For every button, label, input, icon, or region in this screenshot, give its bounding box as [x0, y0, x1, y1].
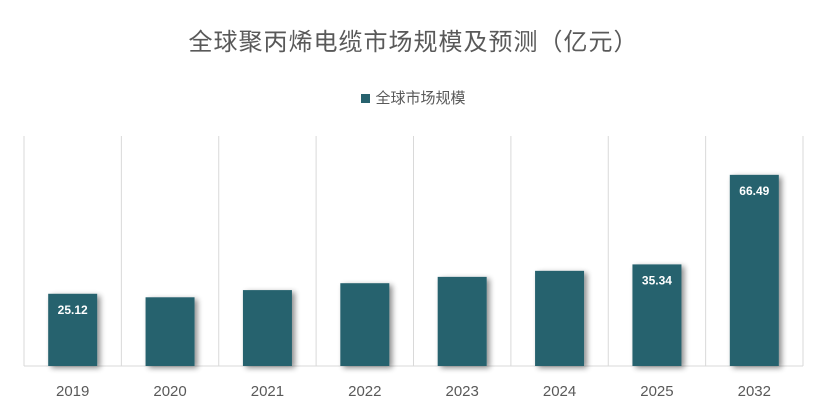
- x-tick-label-2020: 2020: [153, 383, 186, 400]
- legend-swatch: [361, 94, 371, 103]
- x-tick-label-2024: 2024: [543, 383, 576, 400]
- x-tick-label-2022: 2022: [348, 383, 381, 400]
- chart-title: 全球聚丙烯电缆市场规模及预测（亿元）: [188, 28, 639, 56]
- x-tick-label-2021: 2021: [251, 383, 284, 400]
- bar-2019: [48, 293, 98, 366]
- bar-2020: [145, 297, 195, 366]
- data-label-2025: 35.34: [642, 273, 672, 287]
- legend: 全球市场规模: [0, 87, 827, 108]
- x-tick-label-2025: 2025: [640, 383, 673, 400]
- legend-label: 全球市场规模: [375, 89, 466, 107]
- bar-2025: [632, 264, 682, 366]
- bar-2024: [535, 270, 585, 366]
- data-label-2019: 25.12: [58, 303, 88, 317]
- x-tick-label-2019: 2019: [56, 383, 89, 400]
- bar-2023: [437, 276, 487, 366]
- bar-2032: [729, 174, 779, 366]
- x-tick-label-2023: 2023: [446, 383, 479, 400]
- x-tick-label-2032: 2032: [738, 383, 771, 400]
- bar-2022: [340, 283, 390, 366]
- bar-2021: [242, 290, 292, 366]
- data-label-2032: 66.49: [739, 184, 769, 198]
